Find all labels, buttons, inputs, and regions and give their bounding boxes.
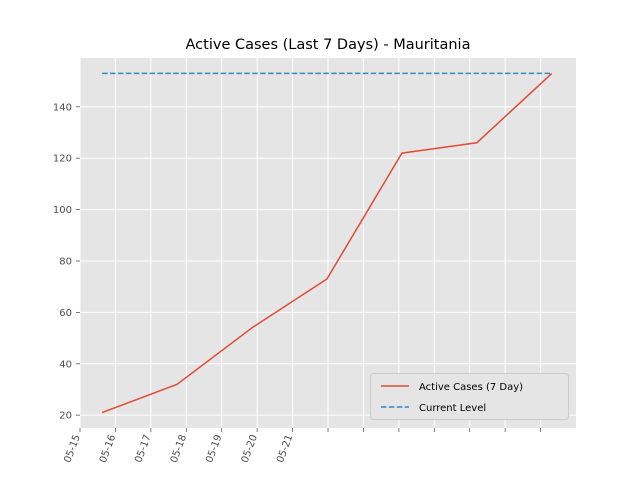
x-tick-label: 05-18 [169, 433, 189, 464]
legend: Active Cases (7 Day) Current Level [370, 373, 569, 420]
x-tick-label: 05-15 [63, 433, 83, 464]
legend-label-active: Active Cases (7 Day) [419, 382, 523, 393]
y-tick-label: 100 [53, 205, 72, 216]
y-tick-label: 80 [59, 256, 72, 267]
x-tick-label: 05-16 [98, 433, 118, 464]
x-tick-label: 05-20 [240, 433, 260, 464]
y-tick-label: 20 [59, 411, 72, 422]
axis-ticks [76, 106, 541, 432]
legend-label-current: Current Level [419, 403, 486, 414]
series-line-active-cases [101, 72, 553, 414]
x-tick-label: 05-21 [275, 433, 295, 464]
y-tick-label: 140 [53, 102, 72, 113]
y-tick-label: 40 [59, 359, 72, 370]
x-axis-labels: 05-15 05-16 05-17 05-18 05-19 05-20 05-21 [63, 433, 296, 464]
x-tick-label: 05-17 [133, 433, 153, 464]
legend-box [370, 373, 569, 420]
grid-lines [79, 58, 576, 428]
y-tick-label: 60 [59, 308, 72, 319]
y-axis-labels: 20 40 60 80 100 120 140 [53, 102, 72, 421]
y-tick-label: 120 [53, 154, 72, 165]
chart-title: Active Cases (Last 7 Days) - Mauritania [186, 37, 471, 53]
series-lines [101, 72, 553, 414]
x-tick-label: 05-19 [204, 433, 224, 464]
